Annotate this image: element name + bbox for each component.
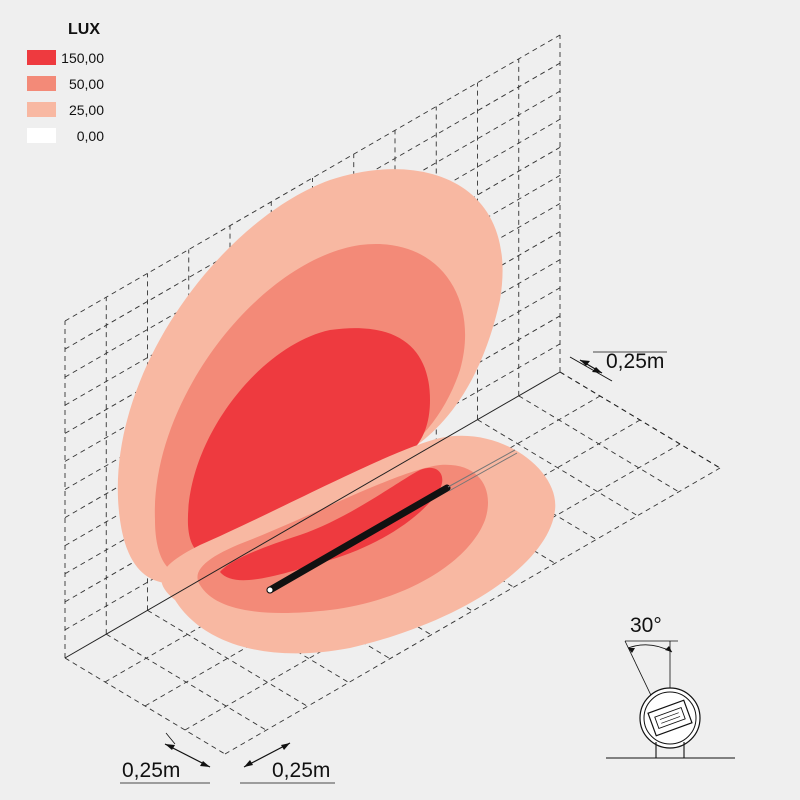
floor-isolux	[161, 435, 556, 654]
depth-dimension-label: 0,25m	[606, 350, 664, 373]
legend-swatch	[27, 102, 56, 117]
beam-angle-label: 30°	[630, 614, 662, 637]
grid-dimension-right: 0,25m	[240, 742, 335, 784]
grid-dimension-left: 0,25m	[120, 732, 211, 784]
legend-label: 0,00	[77, 128, 104, 144]
grid-dimension-right-label: 0,25m	[272, 759, 330, 782]
legend-swatch	[27, 128, 56, 143]
legend-swatch	[27, 50, 56, 65]
legend-title: LUX	[68, 21, 100, 38]
legend: LUX 150,00 50,00 25,00 0,00	[27, 21, 104, 144]
wall-isolux	[117, 169, 503, 584]
axis-lines	[64, 371, 721, 659]
beam-angle-inset: 30°	[606, 614, 735, 759]
legend-swatch	[27, 76, 56, 91]
wall-zone-150	[187, 328, 430, 556]
legend-label: 150,00	[61, 50, 104, 66]
legend-label: 50,00	[69, 76, 104, 92]
grid-dimension-left-label: 0,25m	[122, 759, 180, 782]
depth-dimension: 0,25m	[569, 350, 667, 382]
floor-zone-150	[220, 467, 443, 581]
luminaire-bar	[266, 449, 518, 594]
legend-label: 25,00	[69, 102, 104, 118]
